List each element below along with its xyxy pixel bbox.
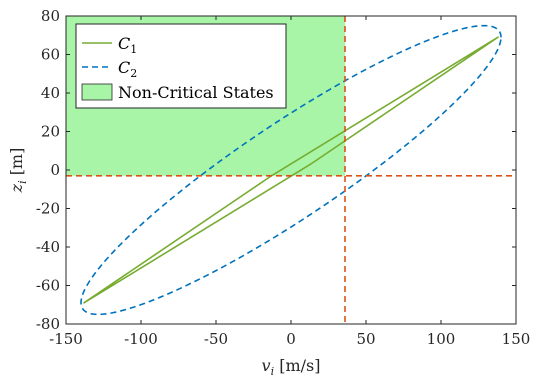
y-tick-label: -20 (36, 200, 60, 218)
y-axis-label: zi [m] (7, 148, 29, 194)
x-axis-label: vi [m/s] (262, 356, 321, 378)
y-tick-label: 40 (41, 84, 60, 102)
y-tick-label: -80 (36, 315, 60, 333)
y-tick-label: 80 (41, 7, 60, 25)
x-tick-label: 0 (286, 330, 296, 348)
y-tick-label: -60 (36, 277, 60, 295)
legend-region-label: Non-Critical States (118, 83, 274, 102)
x-tick-label: 100 (427, 330, 456, 348)
y-tick-label: 60 (41, 46, 60, 64)
legend-c2-label: C2 (118, 58, 137, 80)
x-tick-label: 50 (356, 330, 375, 348)
x-tick-label: -100 (124, 330, 158, 348)
x-tick-label: -50 (204, 330, 228, 348)
x-tick-label: -150 (49, 330, 83, 348)
series-c1-line (83, 36, 499, 304)
legend-c1-label: C1 (118, 34, 137, 56)
legend-region-swatch (81, 83, 113, 101)
axes: -150 -100 -50 0 50 100 150 -80 -60 -40 -20 0 20 40 60 8… (7, 7, 530, 378)
series-c2-ellipse (80, 24, 502, 316)
y-tick-label: 20 (41, 123, 60, 141)
y-tick-label: -40 (36, 238, 60, 256)
y-tick-label: 0 (50, 161, 60, 179)
x-tick-label: 150 (502, 330, 531, 348)
